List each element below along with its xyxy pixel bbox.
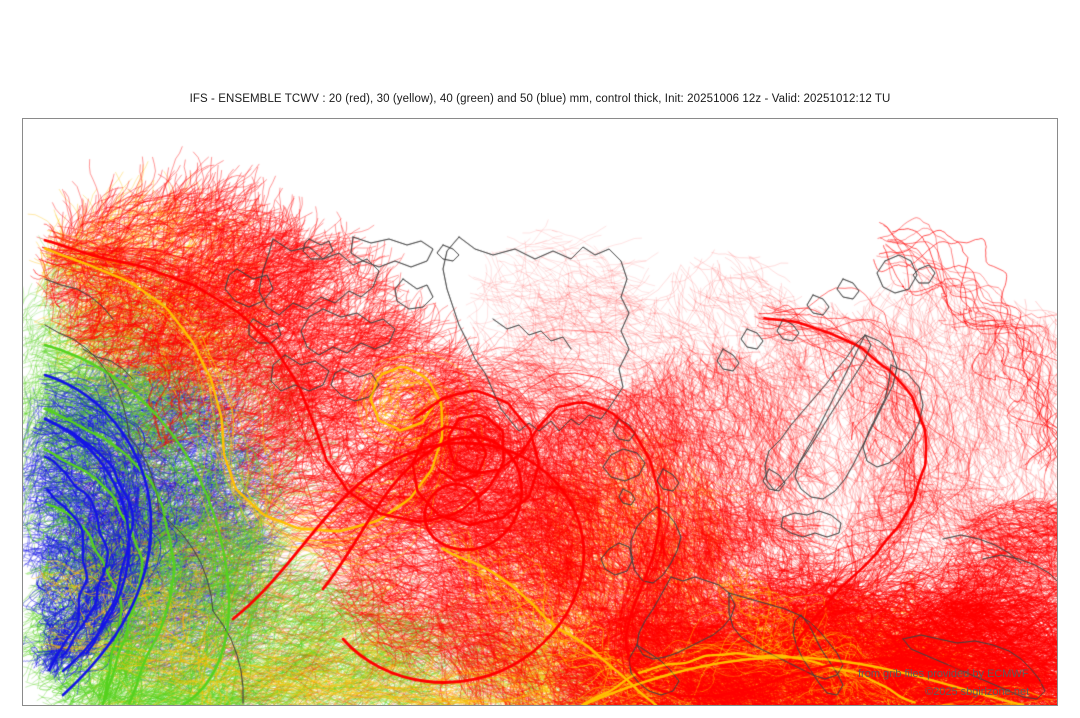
page-title: IFS - ENSEMBLE TCWV : 20 (red), 30 (yell… xyxy=(189,93,891,105)
map-panel[interactable] xyxy=(22,118,1058,706)
ensemble-spaghetti-plot[interactable] xyxy=(23,119,1057,705)
